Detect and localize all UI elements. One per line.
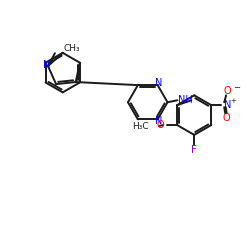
Text: CH₃: CH₃	[64, 44, 80, 53]
Text: N: N	[224, 100, 232, 110]
Text: NH: NH	[178, 95, 193, 105]
Text: O: O	[156, 120, 164, 130]
Text: N: N	[155, 78, 162, 88]
Text: −: −	[233, 83, 240, 92]
Text: F: F	[191, 145, 197, 155]
Text: N: N	[43, 60, 51, 70]
Text: O: O	[223, 86, 231, 97]
Text: N: N	[155, 116, 162, 126]
Text: +: +	[230, 98, 236, 104]
Text: H₃C: H₃C	[132, 122, 148, 132]
Text: O: O	[222, 113, 230, 123]
